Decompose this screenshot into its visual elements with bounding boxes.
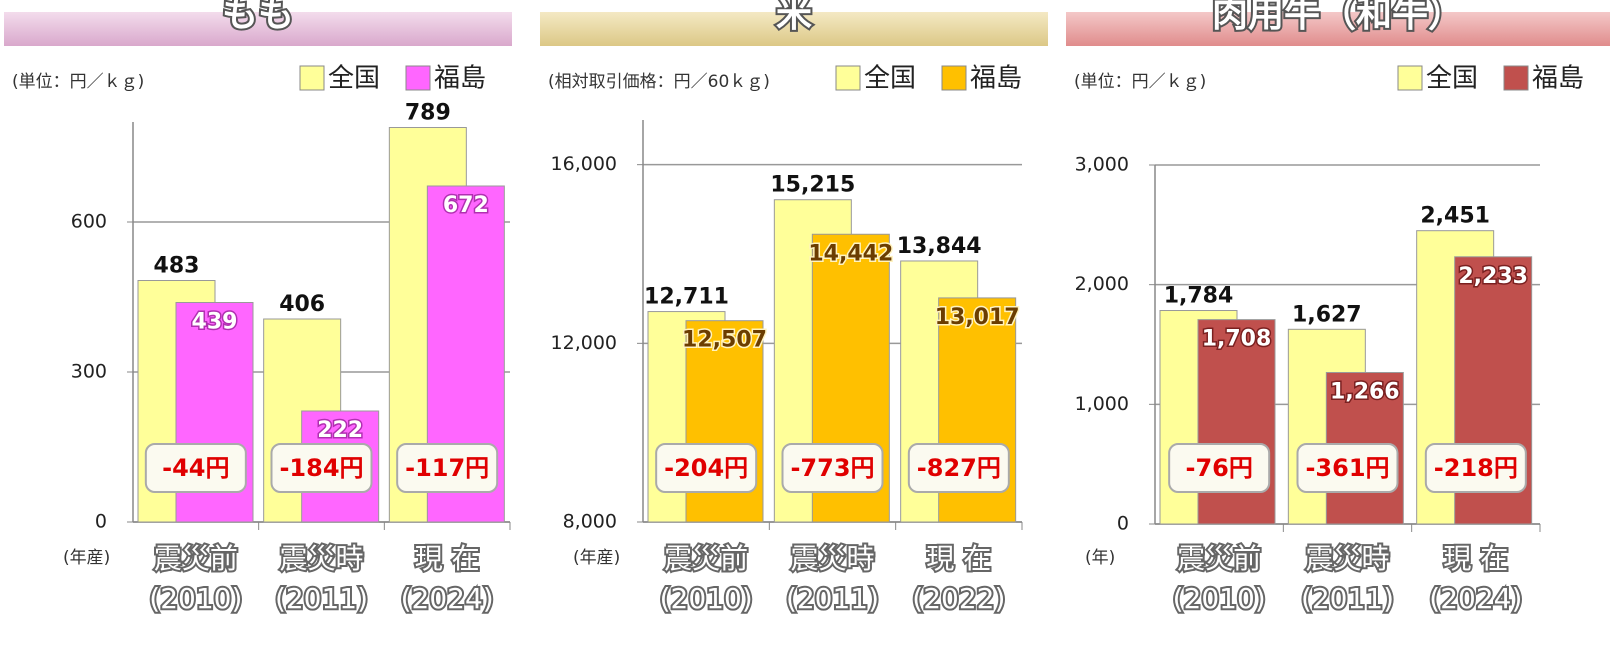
data-label: 2,233 [1458, 264, 1528, 289]
data-label: 1,627 [1292, 302, 1362, 327]
y-tick-label: 8,000 [563, 511, 617, 533]
legend-label: 全国 [864, 64, 916, 94]
title-bar [1066, 12, 1610, 46]
y-tick-label: 0 [1117, 513, 1129, 535]
data-label: 13,017 [935, 305, 1020, 330]
annotation: -218円 [1434, 454, 1518, 482]
legend-swatch [299, 65, 325, 91]
y-tick-label: 16,000 [551, 153, 617, 175]
data-label: 439 [192, 310, 238, 335]
data-label: 12,507 [682, 328, 767, 353]
annotation-box [1168, 443, 1271, 493]
legend-label: 全国 [328, 64, 380, 94]
annotation-box [781, 443, 884, 493]
data-label: 483 [154, 254, 200, 279]
x-tick-label: (2022) [912, 582, 1005, 615]
y-tick-label: 0 [95, 511, 107, 533]
data-label: 672 [443, 193, 489, 218]
title-bar [4, 12, 512, 46]
legend-label: 福島 [1532, 64, 1584, 94]
x-tick-label: (2010) [149, 582, 242, 615]
legend-swatch [405, 65, 431, 91]
x-axis-label: (年産) [63, 548, 110, 568]
x-tick-label: 震災前 [664, 542, 748, 575]
data-label: 1,708 [1202, 327, 1272, 352]
chart-title: 米 [776, 0, 812, 35]
annotation-box [270, 443, 373, 493]
legend-swatch [941, 65, 967, 91]
annotation: -44円 [162, 454, 229, 482]
legend-swatch [835, 65, 861, 91]
title-bar [540, 12, 1048, 46]
x-axis-label: (年) [1085, 548, 1115, 568]
x-axis-label: (年産) [573, 548, 620, 568]
annotation: -117円 [405, 454, 489, 482]
data-label: 2,451 [1420, 204, 1490, 229]
chart-title: もも [222, 0, 294, 35]
legend-label: 福島 [434, 64, 486, 94]
data-label: 222 [317, 418, 363, 443]
data-label: 12,711 [644, 285, 729, 310]
y-tick-label: 600 [71, 211, 107, 233]
legend-swatch [1503, 65, 1529, 91]
x-tick-label: (2011) [786, 582, 879, 615]
x-tick-label: (2010) [1173, 582, 1266, 615]
x-tick-label: (2024) [1429, 582, 1522, 615]
unit-label: (単位：円／ｋｇ) [1074, 72, 1206, 92]
x-tick-label: 現 在 [926, 542, 991, 575]
y-tick-label: 12,000 [551, 332, 617, 354]
y-tick-label: 2,000 [1075, 273, 1129, 295]
annotation: -361円 [1305, 454, 1389, 482]
data-label: 1,266 [1330, 380, 1400, 405]
x-tick-label: (2011) [1301, 582, 1394, 615]
y-tick-label: 300 [71, 361, 107, 383]
x-tick-label: (2011) [275, 582, 368, 615]
annotation-box [907, 443, 1010, 493]
annotation: -76円 [1185, 454, 1252, 482]
x-tick-label: 震災前 [154, 542, 238, 575]
legend-swatch [1397, 65, 1423, 91]
data-label: 406 [279, 292, 325, 317]
annotation: -204円 [664, 454, 748, 482]
data-label: 1,784 [1164, 284, 1234, 309]
data-label: 13,844 [897, 234, 982, 259]
x-tick-label: 現 在 [1443, 542, 1508, 575]
annotation: -184円 [279, 454, 363, 482]
annotation-box [1296, 443, 1399, 493]
annotation: -827円 [917, 454, 1001, 482]
x-tick-label: 現 在 [415, 542, 480, 575]
x-tick-label: 震災時 [790, 542, 874, 575]
annotation: -773円 [790, 454, 874, 482]
x-tick-label: 震災前 [1177, 542, 1261, 575]
data-label: 15,215 [770, 173, 855, 198]
x-tick-label: 震災時 [279, 542, 363, 575]
unit-label: (単位：円／ｋｇ) [12, 72, 144, 92]
chart-title: 肉用牛（和牛） [1212, 0, 1464, 35]
y-tick-label: 1,000 [1075, 393, 1129, 415]
x-tick-label: (2024) [401, 582, 494, 615]
x-tick-label: 震災時 [1305, 542, 1389, 575]
annotation-box [655, 443, 758, 493]
annotation-box [1424, 443, 1527, 493]
legend-label: 全国 [1426, 64, 1478, 94]
x-tick-label: (2010) [660, 582, 753, 615]
unit-label: (相対取引価格：円／60ｋｇ) [548, 72, 770, 92]
y-tick-label: 3,000 [1075, 154, 1129, 176]
data-label: 14,442 [808, 241, 893, 266]
annotation-box [144, 443, 247, 493]
data-label: 789 [405, 101, 451, 126]
annotation-box [396, 443, 499, 493]
legend-label: 福島 [970, 64, 1022, 94]
